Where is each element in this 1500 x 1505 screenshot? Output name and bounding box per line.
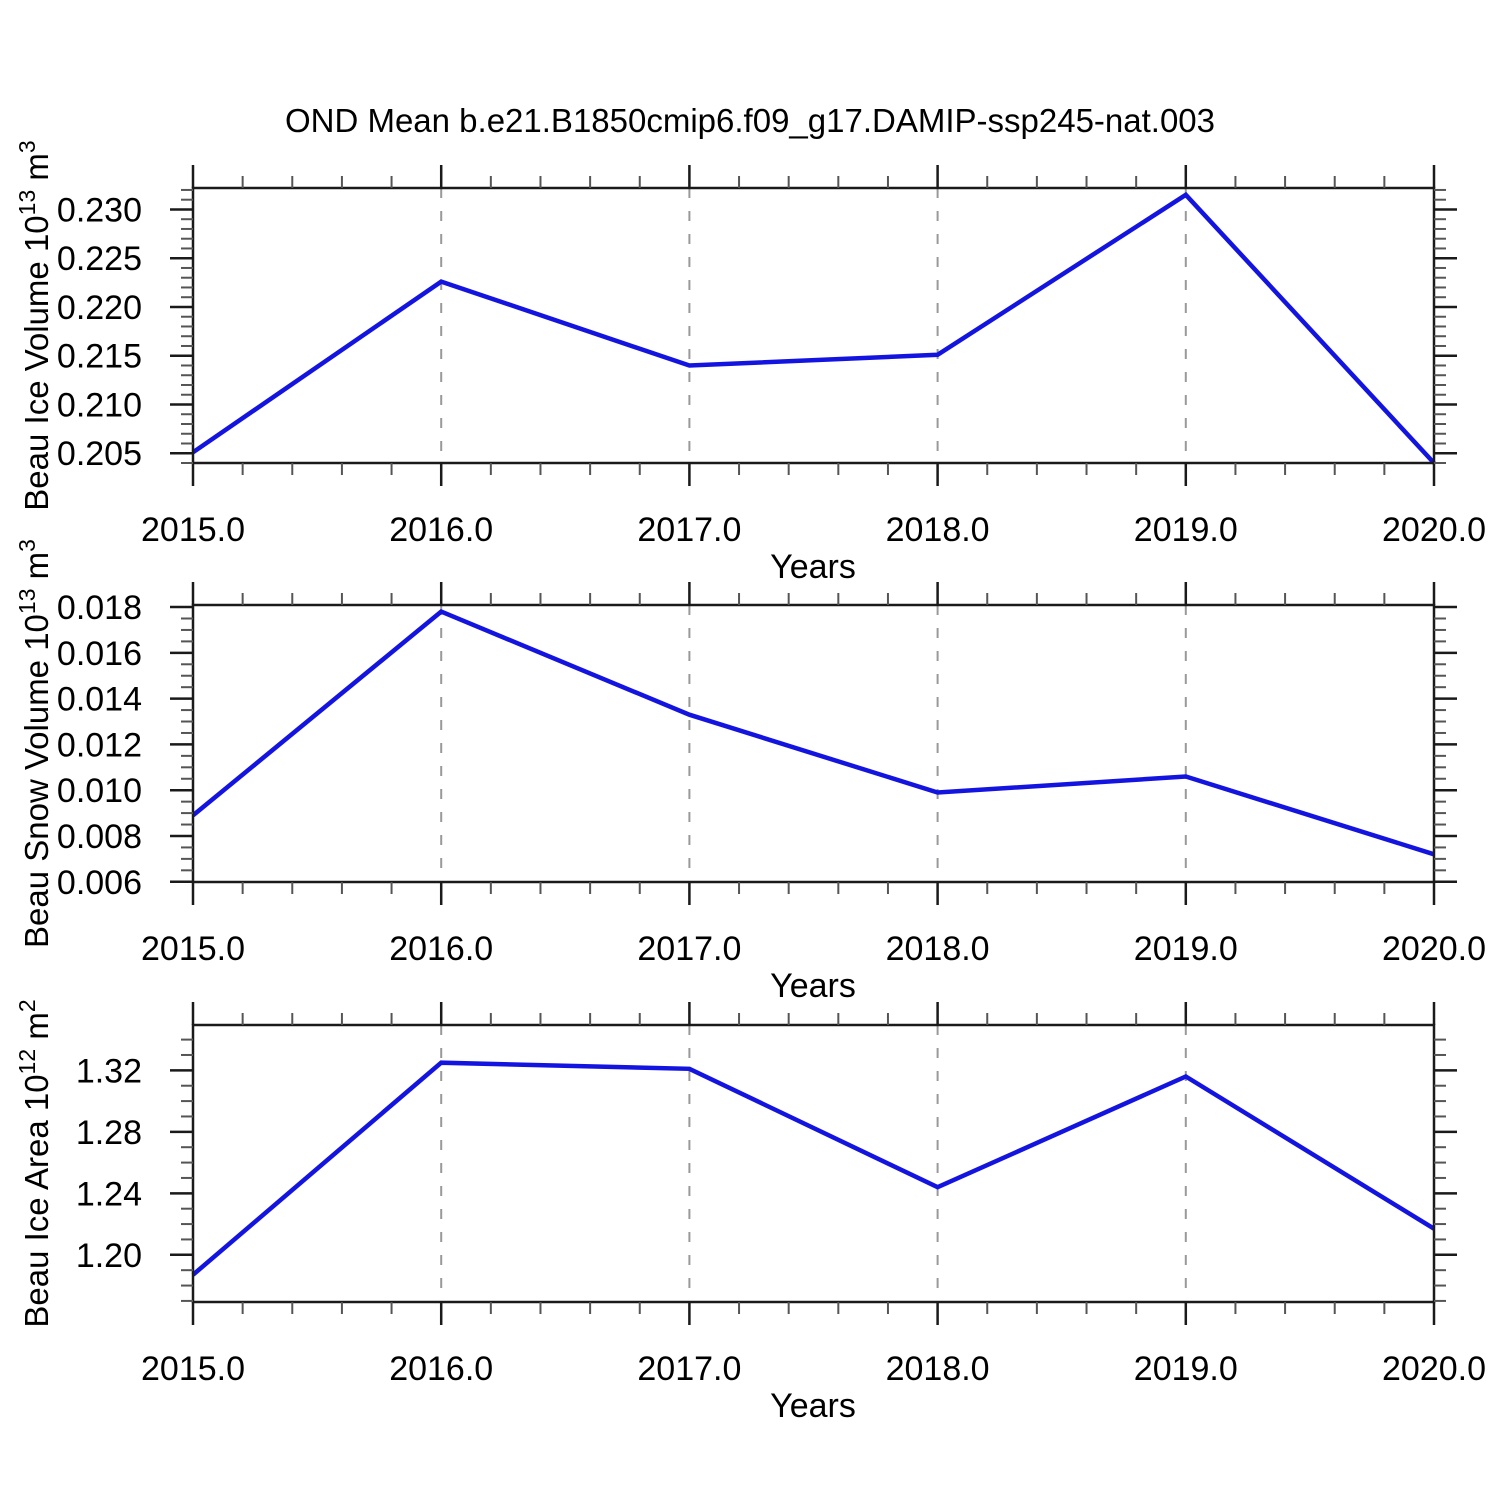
y-axis-label: Beau Ice Volume 1013 m3: [14, 140, 55, 510]
y-tick-label: 0.006: [57, 864, 142, 902]
x-axis-label-panel1: Years: [770, 548, 856, 586]
x-tick-label: 2018.0: [886, 1350, 990, 1388]
y-tick-label: 0.012: [57, 726, 142, 764]
y-tick-label: 0.016: [57, 635, 142, 673]
x-tick-label: 2020.0: [1382, 511, 1486, 549]
chart-title: OND Mean b.e21.B1850cmip6.f09_g17.DAMIP-…: [285, 102, 1215, 139]
x-tick-label: 2018.0: [886, 930, 990, 968]
y-tick-label: 1.32: [76, 1052, 142, 1090]
y-axis-label: Beau Snow Volume 1013 m3: [14, 539, 55, 948]
x-tick-label: 2016.0: [389, 1350, 493, 1388]
x-tick-label: 2016.0: [389, 930, 493, 968]
panel-beau-snow-volume: 2015.0 2016.0 2017.0 2018.0 2019.0 2020.0 0.00…: [14, 539, 1486, 968]
y-tick-label: 0.008: [57, 818, 142, 856]
x-tick-label: 2019.0: [1134, 1350, 1238, 1388]
plot-frame: [191, 603, 1436, 884]
x-tick-label: 2020.0: [1382, 1350, 1486, 1388]
x-tick-label: 2017.0: [637, 930, 741, 968]
plot-frame: [191, 1023, 1436, 1304]
y-axis-label: Beau Ice Area 1012 m2: [14, 999, 55, 1327]
x-tick-label: 2018.0: [886, 511, 990, 549]
y-tick-label: 0.230: [57, 191, 142, 229]
y-tick-label: 1.24: [76, 1175, 142, 1213]
panel-beau-ice-area: 2015.0 2016.0 2017.0 2018.0 2019.0 2020.0 1.20…: [14, 999, 1486, 1388]
x-tick-label: 2015.0: [141, 930, 245, 968]
y-tick-label: 0.010: [57, 772, 142, 810]
series-line: [191, 191, 1436, 465]
x-tick-label: 2015.0: [141, 511, 245, 549]
y-tick-label: 1.20: [76, 1237, 142, 1275]
x-axis-label-panel2: Years: [770, 967, 856, 1005]
y-tick-label: 0.205: [57, 435, 142, 473]
x-tick-label: 2017.0: [637, 511, 741, 549]
x-tick-label: 2015.0: [141, 1350, 245, 1388]
y-tick-label: 0.014: [57, 681, 142, 719]
x-tick-label: 2017.0: [637, 1350, 741, 1388]
y-tick-label: 1.28: [76, 1114, 142, 1152]
y-tick-label: 0.210: [57, 386, 142, 424]
x-tick-label: 2020.0: [1382, 930, 1486, 968]
y-tick-label: 0.018: [57, 589, 142, 627]
x-tick-label: 2019.0: [1134, 930, 1238, 968]
panel-beau-ice-volume: 2015.0 2016.0 2017.0 2018.0 2019.0 2020.0 0.20…: [14, 140, 1486, 549]
x-tick-label: 2019.0: [1134, 511, 1238, 549]
series-line: [191, 609, 1435, 857]
x-axis-label-panel3: Years: [770, 1387, 856, 1425]
x-tick-label: 2016.0: [389, 511, 493, 549]
series-line: [191, 1060, 1436, 1277]
y-tick-label: 0.225: [57, 240, 142, 278]
y-tick-label: 0.215: [57, 338, 142, 376]
y-tick-label: 0.220: [57, 289, 142, 327]
